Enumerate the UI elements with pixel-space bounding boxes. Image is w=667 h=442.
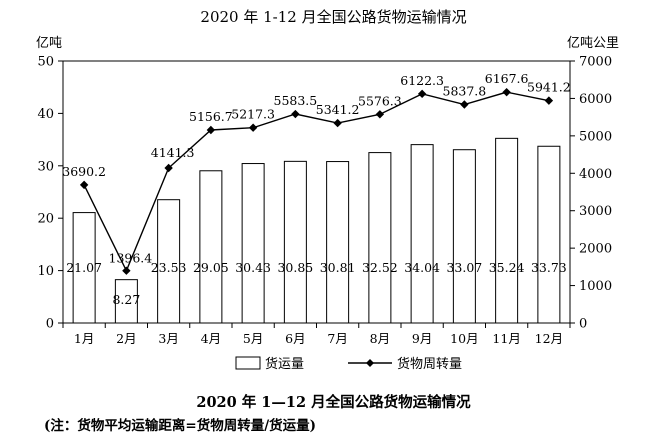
line-point-marker bbox=[122, 266, 131, 275]
line-value-label: 6122.3 bbox=[400, 73, 444, 88]
right-axis-tick-label: 0 bbox=[579, 317, 587, 332]
bar bbox=[452, 149, 476, 324]
x-axis-tick-label: 8月 bbox=[370, 331, 390, 346]
left-axis-unit: 亿吨 bbox=[36, 36, 62, 51]
bar bbox=[114, 279, 138, 324]
line-value-label: 3690.2 bbox=[62, 164, 106, 179]
bar-value-label: 21.07 bbox=[66, 260, 102, 275]
x-axis-tick-label: 7月 bbox=[327, 331, 347, 346]
right-axis-tick-label: 1000 bbox=[579, 279, 612, 294]
line-point-marker bbox=[544, 96, 554, 105]
line-series bbox=[83, 91, 550, 273]
figure-note: (注：货物平均运输距离=货物周转量/货运量) bbox=[44, 418, 317, 434]
line-value-label: 5576.3 bbox=[358, 93, 402, 108]
line-value-label: 5583.5 bbox=[274, 93, 318, 108]
right-axis-tick-label: 5000 bbox=[579, 129, 612, 144]
line-point-marker bbox=[79, 180, 89, 190]
x-axis-tick-label: 3月 bbox=[158, 331, 178, 346]
bar bbox=[241, 163, 265, 324]
figure-caption: 2020 年 1—12 月全国公路货物运输情况 bbox=[196, 394, 471, 411]
right-axis-tick-label: 2000 bbox=[579, 242, 612, 257]
right-axis-tick-label: 6000 bbox=[579, 92, 612, 107]
legend-label-bars: 货运量 bbox=[265, 356, 304, 372]
x-axis-tick-label: 11月 bbox=[492, 331, 520, 346]
bar-value-label: 35.24 bbox=[489, 260, 525, 275]
x-axis-tick-label: 10月 bbox=[450, 331, 478, 346]
bar-value-label: 34.04 bbox=[404, 260, 440, 275]
x-axis-tick-label: 1月 bbox=[74, 331, 94, 346]
bar-value-label: 32.52 bbox=[362, 260, 398, 275]
line-value-label: 5217.3 bbox=[231, 107, 275, 122]
bar bbox=[537, 145, 561, 324]
bar-value-label: 29.05 bbox=[193, 260, 229, 275]
bar bbox=[157, 199, 181, 324]
line-point-marker bbox=[417, 89, 427, 99]
bar bbox=[410, 144, 434, 324]
x-axis-tick-label: 2月 bbox=[116, 331, 136, 346]
line-value-label: 5941.2 bbox=[527, 80, 571, 95]
left-axis-tick-label: 40 bbox=[37, 107, 54, 122]
line-point-marker bbox=[460, 100, 469, 109]
bar-value-label: 23.53 bbox=[151, 260, 187, 275]
bar bbox=[283, 160, 307, 324]
right-axis-unit: 亿吨公里 bbox=[567, 36, 619, 51]
x-axis-tick-label: 5月 bbox=[243, 331, 263, 346]
left-axis-tick-label: 0 bbox=[46, 317, 54, 332]
bar bbox=[199, 170, 223, 324]
right-axis-tick-label: 3000 bbox=[579, 204, 612, 219]
x-axis-tick-label: 9月 bbox=[412, 331, 432, 346]
left-axis-tick-label: 50 bbox=[37, 55, 54, 70]
left-axis-tick-label: 30 bbox=[37, 159, 54, 174]
line-point-marker bbox=[375, 110, 385, 119]
bar-value-label: 33.07 bbox=[446, 260, 482, 275]
bar-value-label: 30.85 bbox=[277, 260, 313, 275]
line-point-marker bbox=[291, 109, 300, 119]
bar-value-label: 30.81 bbox=[320, 260, 356, 275]
line-value-label: 6167.6 bbox=[485, 71, 529, 86]
bar-value-label: 30.43 bbox=[235, 260, 271, 275]
x-axis-tick-label: 4月 bbox=[201, 331, 221, 346]
chart-title: 2020 年 1-12 月全国公路货物运输情况 bbox=[200, 8, 467, 26]
line-point-marker bbox=[206, 125, 216, 135]
bar-value-label: 33.73 bbox=[531, 260, 567, 275]
right-axis-tick-label: 7000 bbox=[579, 55, 612, 70]
x-axis-tick-label: 12月 bbox=[535, 331, 563, 346]
line-point-marker bbox=[248, 123, 258, 132]
bar bbox=[495, 137, 519, 324]
line-value-label: 4141.3 bbox=[151, 145, 195, 160]
line-point-marker bbox=[164, 163, 173, 173]
legend-bar-swatch bbox=[235, 356, 261, 370]
legend-line-marker bbox=[366, 359, 374, 367]
bar bbox=[326, 161, 350, 324]
right-axis-tick-label: 4000 bbox=[579, 167, 612, 182]
line-point-marker bbox=[333, 118, 342, 128]
line-point-marker bbox=[502, 87, 511, 97]
line-value-label: 1396.4 bbox=[109, 251, 153, 266]
bar-value-label: 8.27 bbox=[112, 292, 140, 307]
left-axis-tick-label: 20 bbox=[37, 212, 54, 227]
line-value-label: 5156.7 bbox=[189, 109, 233, 124]
left-axis-tick-label: 10 bbox=[37, 264, 54, 279]
line-value-label: 5341.2 bbox=[316, 102, 360, 117]
legend-label-line: 货物周转量 bbox=[397, 356, 462, 372]
bar bbox=[72, 212, 96, 324]
bar bbox=[368, 152, 392, 324]
x-axis-tick-label: 6月 bbox=[285, 331, 305, 346]
line-value-label: 5837.8 bbox=[443, 83, 487, 98]
